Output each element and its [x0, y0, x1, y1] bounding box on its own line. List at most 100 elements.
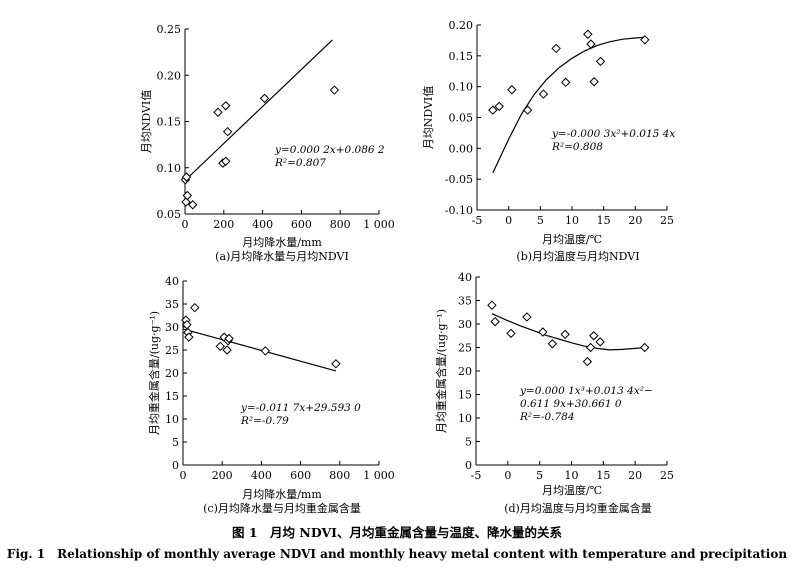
data-point-marker: [507, 85, 517, 95]
data-point-marker: [260, 346, 271, 356]
x-tick-label: 20: [628, 469, 642, 482]
y-tick-label: 0: [172, 459, 179, 472]
fit-line: [492, 36, 645, 174]
y-tick-label: 5: [172, 436, 179, 449]
x-tick-label: 600: [290, 469, 311, 482]
y-tick-label: 0.05: [157, 208, 182, 221]
y-tick-label: 0.20: [449, 19, 474, 32]
panel-caption: (c)月均降水量与月均重金属含量: [203, 501, 361, 515]
y-tick-label: 20: [165, 367, 179, 380]
y-tick-label: 15: [165, 390, 179, 403]
y-tick-label: 35: [165, 298, 179, 311]
data-point-marker: [181, 197, 191, 207]
x-tick-label: 0: [182, 218, 189, 231]
fit-line: [182, 328, 337, 372]
x-tick-label: 25: [660, 214, 674, 227]
y-tick-label: 0.20: [157, 69, 182, 82]
data-point-marker: [221, 101, 231, 111]
y-tick-label: 30: [458, 318, 472, 331]
data-point-marker: [182, 190, 193, 201]
y-axis-label: 月均NDVI值: [422, 86, 435, 150]
data-point-marker: [586, 39, 596, 49]
y-axis-label: 月均重金属含量/(ug·g⁻¹): [147, 311, 161, 435]
x-tick-label: 1 000: [363, 469, 395, 482]
y-tick-label: 0.05: [449, 112, 474, 125]
x-tick-label: 15: [597, 214, 611, 227]
fit-equation-text: y=0.000 1x³+0.013 4x²−: [519, 385, 653, 397]
panel-caption: (a)月均降水量与月均NDVI: [215, 249, 349, 263]
x-tick-label: 800: [330, 218, 351, 231]
x-tick-label: 10: [565, 214, 579, 227]
data-point-marker: [221, 156, 231, 166]
y-axis-label: 月均重金属含量/(ug·g⁻¹): [434, 309, 448, 433]
data-point-marker: [560, 329, 570, 340]
data-point-marker: [538, 89, 549, 99]
y-tick-label: -0.05: [445, 173, 473, 186]
x-tick-label: 0: [180, 469, 187, 482]
y-tick-label: 40: [458, 271, 472, 284]
data-point-marker: [583, 29, 593, 39]
fit-equation-text: 0.611 9x+30.661 0: [520, 398, 622, 410]
data-point-marker: [522, 105, 533, 115]
chart-panel-a: 0 200 400 600 800 1 000 0.05 0.10 0.15 0.20 0.25 y=…: [140, 23, 395, 263]
y-tick-label: 25: [458, 342, 472, 355]
data-point-marker: [488, 105, 498, 115]
y-tick-label: 0.25: [157, 23, 182, 36]
y-tick-label: 25: [165, 344, 179, 357]
x-tick-label: 5: [536, 469, 543, 482]
data-point-marker: [582, 356, 593, 367]
data-point-marker: [640, 342, 650, 353]
fit-equation-text: R²=-0.79: [240, 415, 289, 427]
data-point-marker: [487, 300, 497, 310]
y-tick-label: 40: [165, 275, 179, 288]
x-tick-label: 600: [291, 218, 312, 231]
y-tick-label: 0.10: [449, 81, 474, 94]
y-tick-label: 5: [465, 436, 472, 449]
y-tick-label: 20: [458, 365, 472, 378]
y-tick-label: 0.15: [157, 116, 182, 129]
data-point-marker: [589, 77, 599, 87]
fit-line: [184, 39, 333, 181]
data-point-marker: [595, 56, 606, 67]
figure-title-cn: 图 1 月均 NDVI、月均重金属含量与温度、降水量的关系: [232, 525, 562, 540]
x-axis-label: 月均降水量/mm: [242, 487, 322, 501]
x-axis-label: 月均温度/℃: [542, 232, 602, 246]
x-tick-label: 200: [213, 218, 234, 231]
y-axis-label: 月均NDVI值: [140, 90, 153, 154]
x-tick-label: 15: [596, 469, 610, 482]
x-tick-label: 0: [505, 214, 512, 227]
y-tick-label: 0.10: [157, 162, 182, 175]
data-point-marker: [184, 332, 194, 342]
x-tick-label: 400: [251, 469, 272, 482]
fit-equation-text: y=-0.011 7x+29.593 0: [240, 402, 361, 414]
data-point-marker: [494, 101, 504, 112]
data-point-marker: [329, 85, 340, 95]
data-point-marker: [551, 43, 561, 54]
x-axis-label: 月均降水量/mm: [242, 235, 322, 249]
x-axis-label: 月均温度/℃: [542, 483, 602, 497]
panel-caption: (d)月均温度与月均重金属含量: [504, 501, 652, 515]
x-tick-label: 25: [660, 469, 674, 482]
data-point-marker: [190, 302, 200, 313]
x-tick-label: -5: [471, 469, 482, 482]
x-tick-label: 0: [504, 469, 511, 482]
x-tick-label: 800: [329, 469, 350, 482]
y-tick-label: 35: [458, 295, 472, 308]
fit-equation-text: R²=0.808: [551, 141, 603, 153]
data-point-marker: [490, 316, 500, 327]
data-point-marker: [215, 341, 225, 352]
data-point-marker: [547, 339, 558, 349]
panel-caption: (b)月均温度与月均NDVI: [516, 249, 639, 263]
x-tick-label: -5: [472, 214, 483, 227]
y-tick-label: 10: [165, 413, 179, 426]
data-point-marker: [595, 337, 605, 347]
data-point-marker: [640, 35, 650, 45]
data-point-marker: [182, 319, 192, 330]
data-point-marker: [213, 107, 223, 117]
y-tick-label: 0.00: [449, 142, 474, 155]
y-tick-label: -0.10: [445, 204, 473, 217]
x-tick-label: 200: [212, 469, 233, 482]
data-point-marker: [188, 200, 198, 210]
